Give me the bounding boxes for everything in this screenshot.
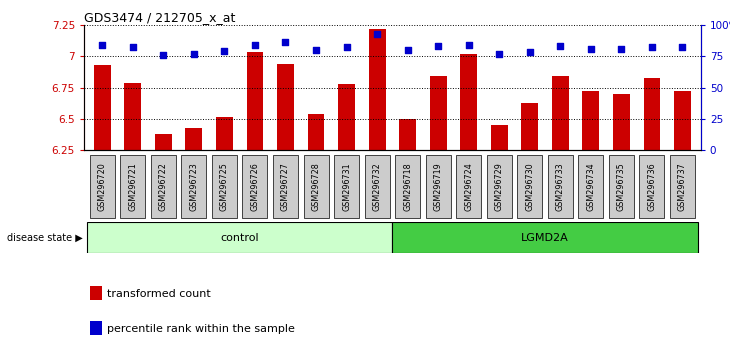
FancyBboxPatch shape (87, 222, 393, 253)
Bar (583, 91, 599, 150)
FancyBboxPatch shape (273, 155, 298, 218)
FancyBboxPatch shape (487, 155, 512, 218)
Bar (185, 128, 202, 150)
Text: transformed count: transformed count (107, 289, 211, 299)
Bar (644, 78, 661, 150)
Point (646, 45, 658, 50)
Text: GSM296718: GSM296718 (403, 162, 412, 211)
FancyBboxPatch shape (548, 155, 573, 218)
FancyBboxPatch shape (304, 155, 328, 218)
Point (341, 45, 353, 50)
Bar (277, 64, 294, 150)
FancyBboxPatch shape (181, 155, 207, 218)
Text: GSM296734: GSM296734 (586, 162, 596, 211)
Bar (90, 321, 102, 335)
Bar (613, 94, 630, 150)
Text: GSM296726: GSM296726 (250, 162, 259, 211)
Bar (307, 114, 324, 150)
Text: GSM296731: GSM296731 (342, 162, 351, 211)
Point (524, 50, 536, 55)
Text: GSM296722: GSM296722 (159, 162, 168, 211)
FancyBboxPatch shape (151, 155, 176, 218)
Text: GSM296733: GSM296733 (556, 162, 565, 211)
Text: disease state ▶: disease state ▶ (7, 233, 82, 242)
Bar (124, 82, 141, 150)
Text: GSM296725: GSM296725 (220, 162, 229, 211)
Text: GSM296728: GSM296728 (312, 162, 320, 211)
FancyBboxPatch shape (90, 155, 115, 218)
Point (158, 52, 169, 58)
FancyBboxPatch shape (393, 222, 698, 253)
Text: GSM296720: GSM296720 (98, 162, 107, 211)
Text: GSM296721: GSM296721 (128, 162, 137, 211)
Text: GDS3474 / 212705_x_at: GDS3474 / 212705_x_at (84, 11, 235, 24)
Point (432, 43, 444, 49)
Point (493, 51, 505, 57)
Bar (369, 29, 385, 150)
FancyBboxPatch shape (670, 155, 695, 218)
Point (188, 51, 200, 57)
Point (677, 45, 688, 50)
Point (585, 46, 596, 51)
Point (555, 43, 566, 49)
FancyBboxPatch shape (212, 155, 237, 218)
Point (280, 40, 291, 45)
Bar (247, 52, 264, 150)
Bar (521, 103, 538, 150)
Point (402, 47, 413, 53)
Bar (552, 76, 569, 150)
FancyBboxPatch shape (639, 155, 664, 218)
FancyBboxPatch shape (242, 155, 267, 218)
Text: LGMD2A: LGMD2A (521, 233, 569, 242)
FancyBboxPatch shape (609, 155, 634, 218)
FancyBboxPatch shape (518, 155, 542, 218)
Text: GSM296719: GSM296719 (434, 162, 442, 211)
FancyBboxPatch shape (120, 155, 145, 218)
Text: GSM296729: GSM296729 (495, 162, 504, 211)
Point (218, 48, 230, 54)
Bar (216, 116, 233, 150)
Text: GSM296723: GSM296723 (189, 162, 199, 211)
Text: GSM296724: GSM296724 (464, 162, 473, 211)
Point (463, 42, 474, 48)
Text: GSM296727: GSM296727 (281, 162, 290, 211)
Text: percentile rank within the sample: percentile rank within the sample (107, 324, 295, 334)
Bar (155, 134, 172, 150)
FancyBboxPatch shape (456, 155, 481, 218)
Point (127, 45, 139, 50)
Text: GSM296730: GSM296730 (526, 162, 534, 211)
Text: GSM296737: GSM296737 (678, 162, 687, 211)
Bar (491, 125, 507, 150)
Text: control: control (220, 233, 259, 242)
FancyBboxPatch shape (364, 155, 390, 218)
FancyBboxPatch shape (426, 155, 450, 218)
Bar (430, 76, 447, 150)
Bar (338, 84, 355, 150)
FancyBboxPatch shape (578, 155, 604, 218)
Bar (399, 119, 416, 150)
Bar (90, 286, 102, 300)
Text: GSM296735: GSM296735 (617, 162, 626, 211)
Point (96, 42, 108, 48)
Bar (674, 91, 691, 150)
Point (372, 31, 383, 36)
FancyBboxPatch shape (334, 155, 359, 218)
Bar (94, 65, 111, 150)
FancyBboxPatch shape (395, 155, 420, 218)
Point (310, 47, 322, 53)
Text: GSM296736: GSM296736 (648, 162, 656, 211)
Bar (461, 54, 477, 150)
Point (615, 46, 627, 51)
Text: GSM296732: GSM296732 (372, 162, 382, 211)
Point (249, 42, 261, 48)
